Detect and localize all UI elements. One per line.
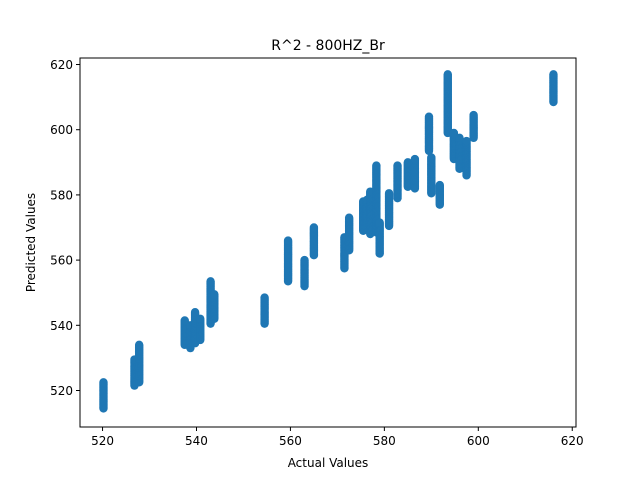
data-point <box>469 110 478 120</box>
data-point <box>260 293 269 302</box>
data-point <box>206 277 215 286</box>
data-point <box>403 158 413 167</box>
data-cluster <box>210 290 219 323</box>
data-point <box>435 180 444 190</box>
data-point <box>443 70 452 79</box>
data-point <box>393 161 402 170</box>
data-cluster <box>427 153 436 198</box>
data-cluster <box>435 180 444 209</box>
data-cluster <box>283 236 293 286</box>
y-tick-label: 540 <box>50 319 73 333</box>
y-tick-label: 600 <box>50 123 73 137</box>
data-cluster <box>134 340 144 387</box>
data-point <box>427 153 436 162</box>
axes-frame <box>79 57 577 428</box>
data-cluster <box>260 293 269 328</box>
data-point <box>344 213 354 222</box>
data-cluster <box>196 314 205 345</box>
data-point <box>410 154 420 164</box>
x-tick-label: 540 <box>185 434 208 448</box>
data-point <box>549 70 558 79</box>
chart-title: R^2 - 800HZ_Br <box>271 38 385 54</box>
data-point <box>455 133 464 143</box>
data-point <box>449 128 459 138</box>
data-cluster <box>424 112 434 156</box>
x-tick-label: 580 <box>373 434 396 448</box>
data-cluster <box>375 218 384 258</box>
data-cluster <box>300 255 309 291</box>
data-cluster <box>469 110 478 143</box>
data-point <box>283 236 293 245</box>
data-point <box>375 218 384 227</box>
data-cluster <box>309 223 319 260</box>
data-cluster <box>372 161 381 237</box>
data-point <box>384 189 394 198</box>
y-tick-label: 580 <box>50 188 73 202</box>
data-cluster <box>455 133 464 174</box>
data-point <box>424 112 434 121</box>
data-cluster <box>99 378 108 413</box>
data-cluster <box>410 154 420 193</box>
y-axis-label: Predicted Values <box>24 193 38 292</box>
data-cluster <box>393 161 402 203</box>
data-point <box>180 316 189 325</box>
data-points <box>99 70 558 413</box>
data-point <box>210 290 219 299</box>
data-cluster <box>443 70 452 138</box>
x-tick-label: 600 <box>467 434 490 448</box>
x-axis-label: Actual Values <box>288 456 369 470</box>
y-axis-ticks: 520 540 560 580 600 620 <box>50 58 80 398</box>
data-point <box>196 314 205 323</box>
x-tick-label: 520 <box>91 434 114 448</box>
x-tick-label: 620 <box>561 434 584 448</box>
y-tick-label: 560 <box>50 254 73 268</box>
data-point <box>309 223 319 232</box>
data-point <box>462 136 471 146</box>
data-cluster <box>344 213 354 255</box>
data-point <box>300 255 309 265</box>
data-point <box>99 378 108 387</box>
data-cluster <box>462 136 471 180</box>
data-point <box>372 161 381 170</box>
y-tick-label: 520 <box>50 384 73 398</box>
data-cluster <box>549 70 558 107</box>
data-cluster <box>403 158 413 191</box>
data-point <box>190 308 200 317</box>
data-cluster <box>384 189 394 231</box>
y-tick-label: 620 <box>50 58 73 72</box>
x-axis-ticks: 520 540 560 580 600 620 <box>91 427 584 448</box>
x-tick-label: 560 <box>279 434 302 448</box>
data-point <box>134 340 144 350</box>
